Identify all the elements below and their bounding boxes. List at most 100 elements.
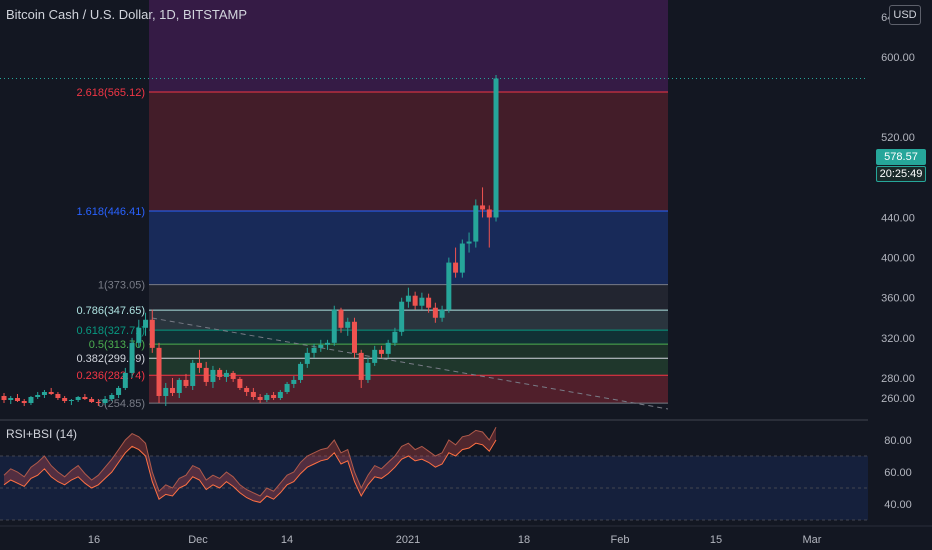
rsi-tick-label: 40.00 [884, 499, 912, 511]
candle [8, 395, 14, 405]
candle [95, 399, 101, 407]
symbol-title[interactable]: Bitcoin Cash / U.S. Dollar, 1D, BITSTAMP [6, 7, 248, 22]
price-tick-label: 260.00 [881, 393, 915, 405]
fib-zone [149, 310, 668, 331]
candlestick-series [0, 75, 932, 421]
candle [446, 257, 452, 313]
price-tick-label: 280.00 [881, 373, 915, 385]
candle [372, 345, 378, 366]
candle [338, 307, 344, 333]
candle [453, 247, 459, 278]
candle [473, 199, 479, 248]
candle [351, 317, 357, 358]
candle [345, 317, 351, 336]
time-tick-label: 15 [710, 534, 722, 546]
candle [432, 302, 438, 323]
time-axis[interactable]: 16 Dec 14 2021 18 Feb 15 Mar [0, 525, 932, 546]
currency-button[interactable]: USD [889, 5, 921, 25]
trend-line-drawing[interactable] [0, 77, 868, 410]
candle [257, 393, 263, 404]
fib-zone [149, 344, 668, 359]
fib-level-label: 1(373.05) [98, 280, 145, 292]
candle [244, 385, 250, 396]
candle [210, 365, 216, 388]
time-tick-label: Dec [188, 534, 208, 546]
candle [277, 389, 283, 401]
candle [426, 293, 432, 313]
time-tick-label: 18 [518, 534, 530, 546]
candle [271, 391, 277, 401]
candle [466, 232, 472, 253]
candle [75, 395, 81, 403]
rsi-tick-label: 80.00 [884, 435, 912, 447]
price-tick-label: 400.00 [881, 253, 915, 265]
candle [55, 391, 61, 401]
candle [62, 395, 68, 404]
price-tick-label: 360.00 [881, 293, 915, 305]
fib-level-label: 1.618(446.41) [77, 206, 146, 218]
candle [392, 327, 398, 346]
candle [129, 337, 135, 378]
trend-line[interactable] [151, 317, 669, 410]
bsi-line [3, 439, 497, 503]
rsi-bsi-pane [0, 426, 868, 521]
candle [250, 387, 256, 401]
candle [28, 395, 34, 406]
candle [82, 393, 88, 401]
candle [163, 382, 169, 407]
candle [223, 369, 229, 382]
candle [419, 292, 425, 310]
candle [378, 345, 384, 358]
last-price-badge: 578.57 [876, 149, 926, 165]
candle [196, 349, 202, 373]
candle [183, 373, 189, 388]
indicator-label[interactable]: RSI+BSI (14) [6, 427, 78, 441]
candle [149, 309, 155, 353]
fib-extension-drawing[interactable]: 0(254.85)0.236(282.74)0.382(299.69)0.5(3… [77, 0, 669, 410]
candle [480, 187, 486, 218]
candle [35, 391, 41, 400]
fib-level-label: 0(254.85) [98, 398, 145, 410]
candle [325, 339, 331, 350]
candle [365, 357, 371, 383]
fib-zone [149, 0, 668, 92]
candle [298, 361, 304, 383]
candle [331, 305, 337, 346]
candle [109, 392, 115, 402]
candle [1, 392, 7, 404]
candle [217, 367, 223, 380]
price-tick-label: 320.00 [881, 333, 915, 345]
candle [439, 305, 445, 322]
bar-countdown-badge: 20:25:49 [876, 166, 926, 182]
price-axis[interactable]: 260.00280.00320.00360.00400.00440.00480.… [868, 0, 932, 550]
candle [170, 377, 175, 396]
candle [143, 312, 149, 336]
candle [264, 392, 270, 403]
rsi-line [3, 426, 497, 497]
candle [136, 319, 142, 348]
fib-level-label: 0.382(299.69) [77, 353, 146, 365]
candle [48, 387, 54, 395]
candle [21, 399, 27, 407]
candle [68, 399, 74, 406]
time-tick-label: Mar [803, 534, 822, 546]
fib-level-label: 2.618(565.12) [77, 87, 146, 99]
price-tick-label: 440.00 [881, 212, 915, 224]
time-tick-label: 14 [281, 534, 293, 546]
candle [459, 239, 465, 278]
fib-level-label: 0.236(282.74) [77, 370, 146, 382]
fib-zone [149, 91, 668, 212]
candle [102, 395, 108, 406]
candle [89, 396, 95, 404]
rsi-tick-label: 60.00 [884, 467, 912, 479]
candle [284, 381, 290, 394]
fib-zone [149, 358, 668, 376]
candle [311, 343, 317, 358]
candle [190, 359, 196, 390]
candle [14, 393, 20, 403]
time-tick-label: Feb [611, 534, 630, 546]
time-tick-label: 2021 [396, 534, 420, 546]
candle [203, 361, 209, 386]
candle [304, 347, 310, 368]
